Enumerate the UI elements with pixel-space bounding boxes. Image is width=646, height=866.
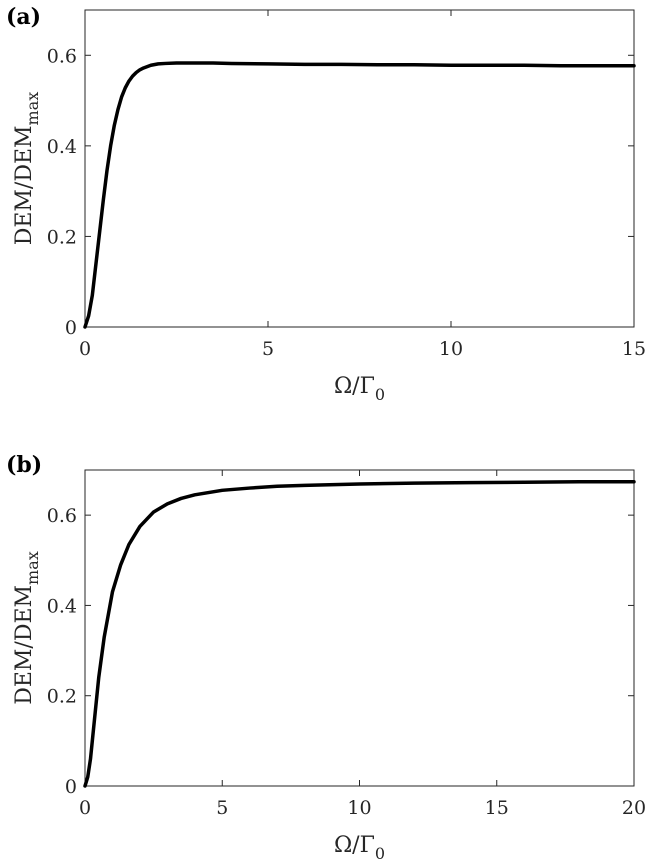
x-axis-label-main: Ω/Γ (334, 833, 375, 858)
x-axis-label-main: Ω/Γ (334, 374, 375, 399)
y-axis-label: DEM/DEMmax (12, 92, 42, 246)
x-tick-label: 10 (347, 797, 371, 819)
plot-frame (84, 469, 635, 787)
x-axis-label: Ω/Γ0 (334, 833, 385, 863)
y-axis-label-sub: max (23, 551, 42, 585)
series-line (83, 61, 636, 329)
y-tick-label: 0.4 (47, 595, 77, 617)
panel-label: (a) (6, 4, 41, 30)
x-tick-label: 15 (485, 797, 509, 819)
x-tick-label: 5 (262, 338, 274, 360)
series-line (83, 479, 636, 788)
x-axis-label-sub: 0 (375, 844, 385, 863)
y-tick-label: 0 (65, 776, 77, 798)
x-tick-label: 15 (622, 338, 646, 360)
x-axis-label-sub: 0 (375, 385, 385, 404)
y-tick-label: 0.6 (47, 505, 77, 527)
y-tick-label: 0 (65, 317, 77, 339)
panel-label: (b) (6, 452, 42, 478)
y-tick-label: 0.4 (47, 136, 77, 158)
plot-frame (84, 9, 635, 328)
y-axis-label-main: DEM/DEM (12, 585, 37, 705)
x-tick-label: 0 (79, 338, 91, 360)
y-tick-label: 0.6 (47, 45, 77, 67)
x-tick-label: 20 (622, 797, 646, 819)
y-tick-label: 0.2 (47, 226, 77, 248)
x-tick-label: 5 (216, 797, 228, 819)
y-axis-label-main: DEM/DEM (12, 125, 37, 245)
x-tick-label: 0 (79, 797, 91, 819)
y-tick-label: 0.2 (47, 686, 77, 708)
x-tick-label: 10 (439, 338, 463, 360)
y-axis-label: DEM/DEMmax (12, 551, 42, 705)
y-axis-label-sub: max (23, 92, 42, 126)
x-axis-label: Ω/Γ0 (334, 374, 385, 404)
